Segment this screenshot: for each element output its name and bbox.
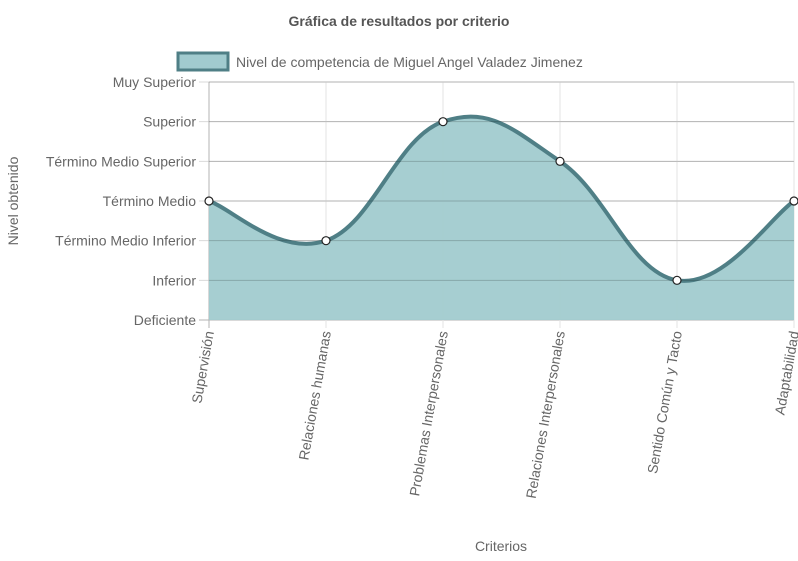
x-axis-ticks: Supervisión Relaciones humanas Problemas I…	[188, 330, 798, 500]
x-axis-title: Criterios	[475, 538, 527, 554]
y-tick-label: Término Medio	[103, 193, 197, 209]
data-point[interactable]	[789, 196, 798, 206]
data-point[interactable]	[321, 236, 331, 246]
data-points	[204, 117, 798, 285]
data-area	[208, 81, 796, 321]
data-point[interactable]	[438, 117, 448, 127]
x-tick-label: Supervisión	[188, 330, 216, 405]
data-point[interactable]	[672, 275, 682, 285]
y-tick-label: Superior	[143, 114, 196, 130]
legend-label: Nivel de competencia de Miguel Angel Val…	[236, 54, 583, 70]
x-tick-label: Relaciones Interpersonales	[523, 330, 568, 500]
series-area	[209, 116, 794, 321]
x-tick-label: Relaciones humanas	[295, 330, 333, 462]
data-point[interactable]	[555, 156, 565, 166]
legend-swatch	[176, 51, 230, 72]
y-tick-label: Deficiente	[134, 312, 196, 328]
x-tick-label: Adaptabilidad	[771, 330, 798, 416]
y-tick-label: Inferior	[152, 272, 196, 288]
y-tick-label: Término Medio Superior	[46, 153, 197, 169]
series-line	[208, 114, 796, 283]
y-tick-label: Término Medio Inferior	[55, 233, 196, 249]
x-tick-label: Sentido Común y Tacto	[644, 330, 685, 475]
x-tick-label: Problemas Interpersonales	[406, 330, 451, 498]
chart-title: Gráfica de resultados por criterio	[289, 13, 510, 29]
y-axis-ticks: Deficiente Inferior Término Medio Inferior…	[46, 74, 197, 328]
data-point[interactable]	[204, 196, 214, 206]
legend[interactable]: Nivel de competencia de Miguel Angel Val…	[176, 51, 583, 72]
y-axis-title: Nivel obtenido	[5, 156, 21, 245]
y-tick-label: Muy Superior	[113, 74, 197, 90]
